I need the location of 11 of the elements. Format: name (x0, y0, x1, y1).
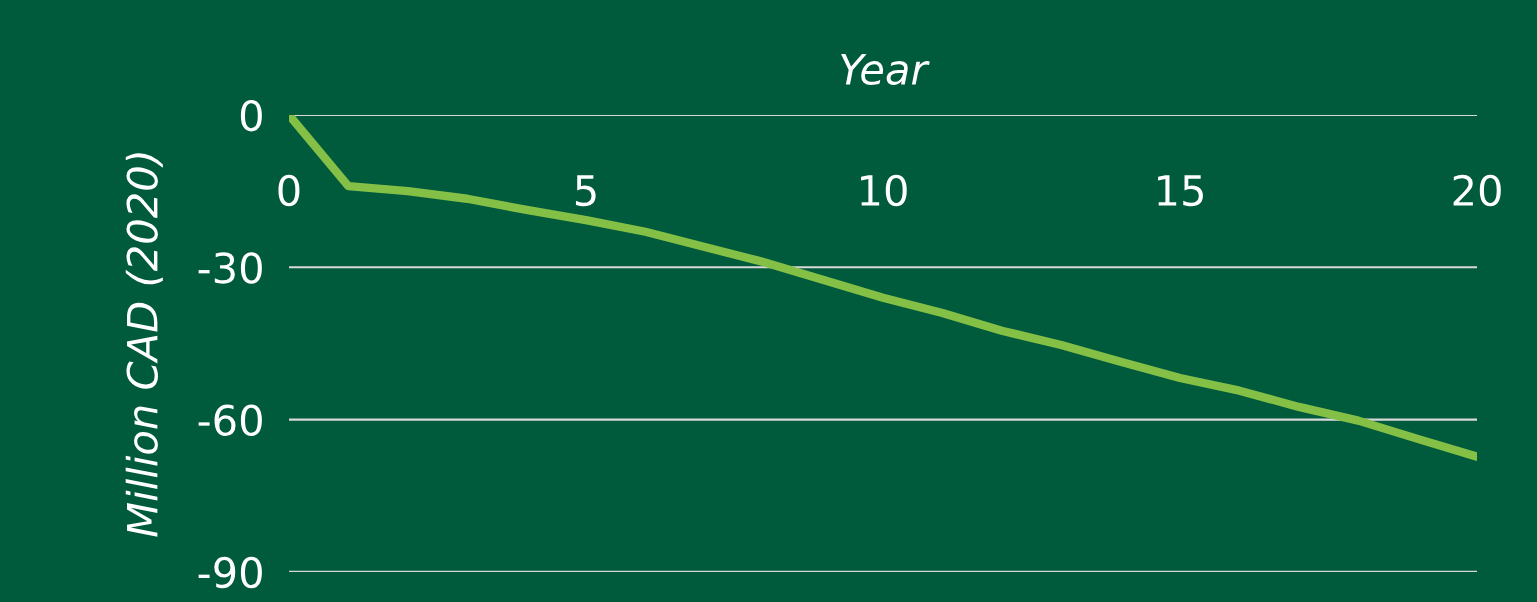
x-tick-label: 0 (278, 174, 300, 207)
x-tick-label: 20 (1453, 174, 1501, 207)
y-tick-label: -90 (198, 556, 262, 589)
y-tick-label: 0 (240, 99, 262, 132)
y-tick-label: -60 (198, 404, 262, 437)
y-tick-label: -30 (198, 252, 262, 284)
y-axis-title: Million CAD (2020) (125, 153, 163, 537)
x-axis-title: Year (841, 54, 930, 86)
x-tick-label: 5 (575, 175, 596, 207)
x-tick-label: 15 (1158, 175, 1203, 207)
x-tick-label: 10 (861, 174, 907, 207)
